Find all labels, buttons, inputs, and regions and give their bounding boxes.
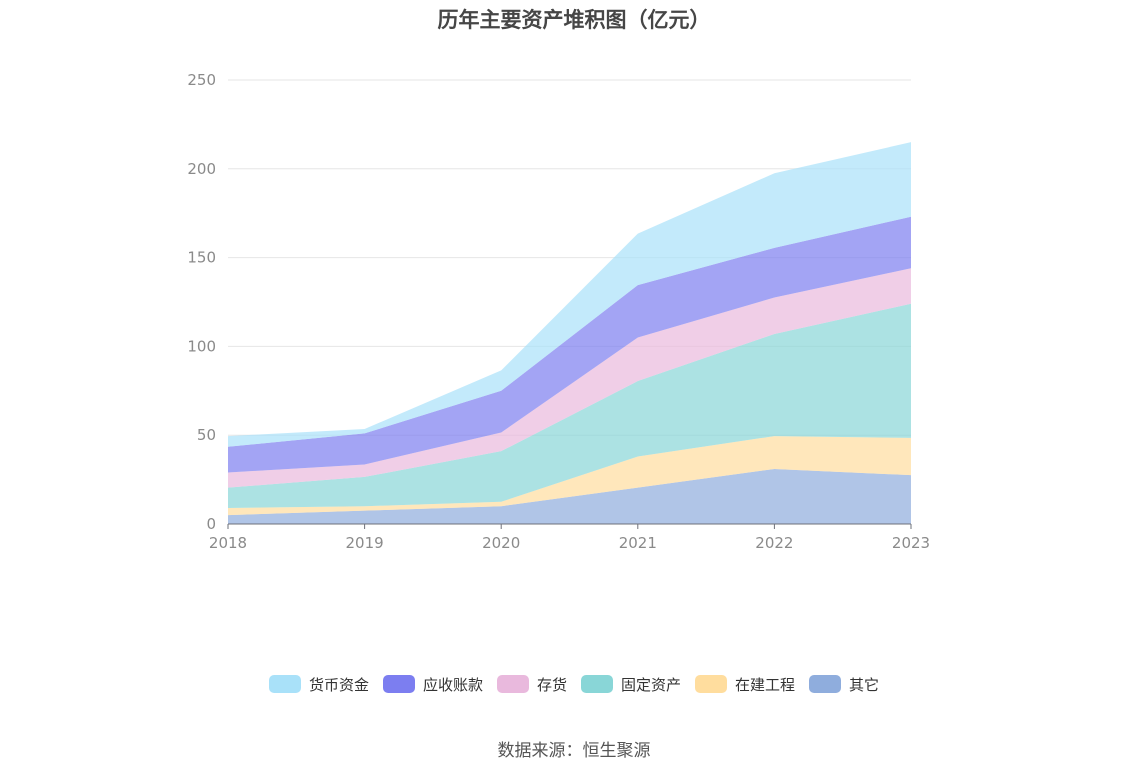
axes: 0 50 100 150 200 250 2018 2019 2020 2021 2022 2023 [187,71,930,552]
legend-label: 存货 [537,676,567,694]
area-货币资金 [228,142,911,447]
y-tick-label: 200 [187,160,216,178]
legend-item-固定资产: 固定资产 [581,675,681,694]
legend-label: 应收账款 [423,676,483,694]
y-tick-label: 0 [206,515,216,533]
area-series [228,142,911,524]
legend-swatch [695,675,727,693]
legend: 货币资金 应收账款 存货 固定资产 在建工程 其它 [269,675,879,694]
legend-label: 在建工程 [735,676,795,694]
legend-label: 货币资金 [309,676,369,694]
legend-swatch [269,675,301,693]
legend-swatch [383,675,415,693]
legend-item-货币资金: 货币资金 [269,675,369,694]
y-tick-label: 50 [197,426,216,444]
legend-label: 其它 [849,676,879,694]
legend-label: 固定资产 [621,676,681,694]
area-在建工程 [228,436,911,516]
y-tick-label: 250 [187,71,216,89]
x-tick-label: 2022 [755,534,793,552]
legend-swatch [581,675,613,693]
x-tick-label: 2023 [892,534,930,552]
y-tick-label: 150 [187,249,216,267]
area-应收账款 [228,216,911,473]
legend-item-其它: 其它 [809,675,879,694]
legend-swatch [809,675,841,693]
area-固定资产 [228,303,911,509]
legend-item-应收账款: 应收账款 [383,675,483,694]
area-其它 [228,468,911,524]
y-tick-label: 100 [187,337,216,355]
legend-item-在建工程: 在建工程 [695,675,795,694]
legend-swatch [497,675,529,693]
area-存货 [228,268,911,488]
x-tick-label: 2020 [482,534,520,552]
data-source: 数据来源：恒生聚源 [497,741,651,761]
x-tick-label: 2018 [209,534,247,552]
x-tick-label: 2021 [619,534,657,552]
x-tick-label: 2019 [346,534,384,552]
chart-title: 历年主要资产堆积图（亿元） [437,8,711,32]
legend-item-存货: 存货 [497,675,567,694]
